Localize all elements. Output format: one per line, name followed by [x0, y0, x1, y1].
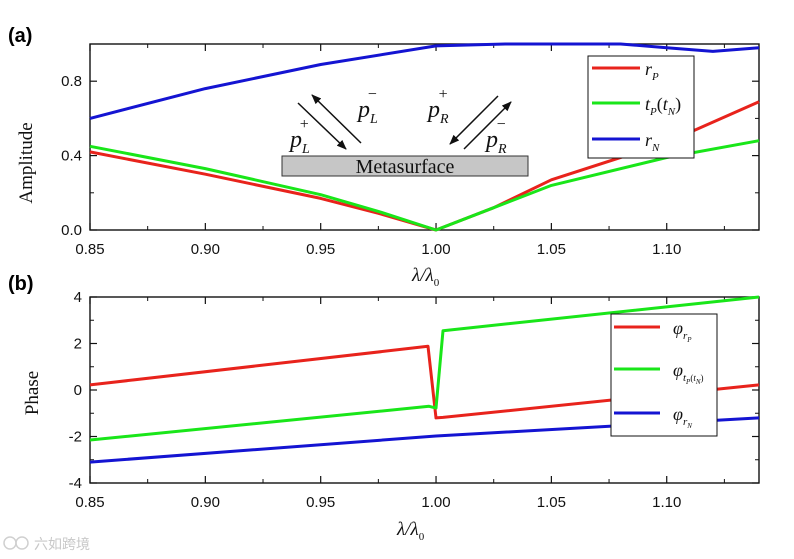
panel-label-b: (b) [8, 273, 34, 295]
label-pr-minus: pR− [484, 116, 507, 157]
x-tick-label-b: 1.05 [537, 494, 566, 511]
watermark: 六如跨境 [3, 536, 90, 553]
y-axis-label-a: Amplitude [16, 122, 37, 203]
x-tick-label-b: 1.00 [421, 494, 450, 511]
watermark-logo-icon [3, 536, 17, 550]
legend-a: rP tP(tN) rN [587, 55, 695, 159]
plot-area-a [89, 43, 760, 231]
arrow-pl-plus [297, 102, 347, 150]
series-line-b-1 [89, 295, 760, 442]
legend-b: φrP φtP(tN) φrN [610, 313, 718, 437]
x-tick-label-a: 0.90 [191, 241, 220, 258]
series-line-a-2 [89, 42, 760, 120]
y-tick-label-b: 2 [74, 336, 82, 353]
y-tick-label-b: -2 [69, 429, 82, 446]
x-tick-label-b: 0.95 [306, 494, 335, 511]
y-tick-label-b: 4 [74, 289, 82, 306]
arrow-pr-minus [449, 95, 499, 145]
x-tick-label-b: 0.90 [191, 494, 220, 511]
x-tick-label-a: 0.85 [75, 241, 104, 258]
metasurface-box [281, 155, 529, 177]
series-line-a-1 [89, 139, 760, 232]
y-axis-label-b: Phase [22, 371, 43, 415]
x-axis-label-a: λ/λ0 [411, 265, 440, 289]
metasurface-annotation: Metasurface pL+ pL− pR+ pR− [281, 86, 529, 178]
y-tick-label-b: 0 [74, 382, 82, 399]
arrow-pl-minus [311, 94, 362, 144]
series-line-b-0 [89, 344, 760, 420]
arrow-pr-plus [463, 101, 512, 150]
label-pl-minus: pL− [356, 86, 378, 127]
legend-b-box [610, 313, 718, 437]
x-tick-label-a: 1.05 [537, 241, 566, 258]
watermark-text: 六如跨境 [34, 537, 90, 553]
x-tick-label-b: 0.85 [75, 494, 104, 511]
metasurface-label: Metasurface [356, 156, 455, 178]
y-tick-label-a: 0.0 [61, 222, 82, 239]
chart-panel-b: 0.85 0.90 0.95 1.00 1.05 1.10 -4 -2 0 2 4 φrP φtP… [22, 289, 760, 543]
panel-label-a: (a) [8, 25, 32, 47]
x-tick-label-b: 1.10 [652, 494, 681, 511]
legend-a-box [587, 55, 695, 159]
x-tick-label-a: 1.10 [652, 241, 681, 258]
x-tick-label-a: 1.00 [421, 241, 450, 258]
label-pl-plus: pL+ [288, 116, 310, 157]
y-tick-label-a: 0.8 [61, 73, 82, 90]
y-tick-label-b: -4 [69, 475, 82, 492]
x-axis-label-b: λ/λ0 [396, 519, 425, 543]
chart-panel-a: 0.85 0.90 0.95 1.00 1.05 1.10 0.0 0.4 0.8 Metas… [16, 42, 760, 289]
label-pr-plus: pR+ [426, 86, 449, 127]
x-tick-label-a: 0.95 [306, 241, 335, 258]
y-tick-label-a: 0.4 [61, 148, 82, 165]
